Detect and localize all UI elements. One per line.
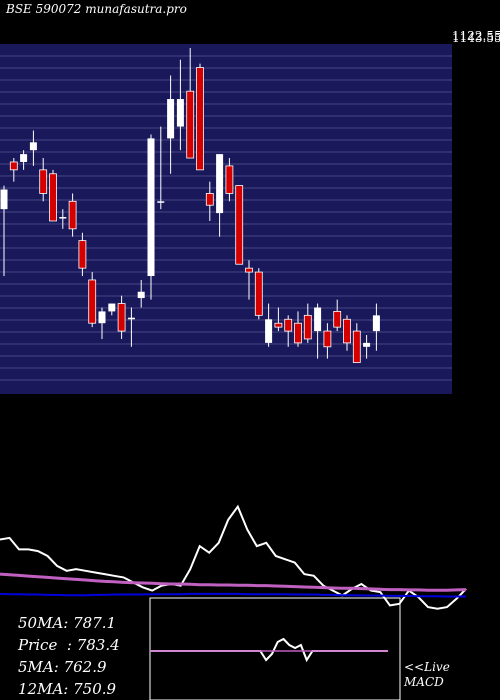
- macd-label: <<Live MACD: [404, 660, 450, 690]
- candle-body: [333, 311, 342, 328]
- candle-body: [205, 193, 214, 206]
- candle-body: [343, 318, 351, 344]
- candle-body: [274, 322, 283, 328]
- ticker-label: BSE 590072: [6, 2, 82, 16]
- candle-body: [108, 303, 116, 312]
- candle-body: [117, 303, 126, 332]
- price-axis-overlap-label: 1122.55: [452, 29, 500, 43]
- candle-body: [303, 314, 312, 340]
- macd-box: [149, 597, 401, 700]
- stat-row-5ma: 5MA: 762.9: [18, 658, 107, 676]
- ma-line-fast: [0, 504, 467, 610]
- candle-body: [176, 99, 184, 127]
- price-panel: [0, 44, 452, 394]
- candle-body: [167, 99, 175, 139]
- stat-label: 5MA: [18, 658, 54, 676]
- stat-label: Price: [18, 636, 58, 654]
- candle-body: [20, 154, 28, 162]
- candle-body: [98, 311, 106, 324]
- candle-body: [186, 90, 195, 159]
- candle-body: [147, 138, 155, 277]
- candle-body: [68, 200, 77, 230]
- stat-row-12ma: 12MA: 750.9: [18, 680, 117, 698]
- stat-label: 50MA: [18, 614, 64, 632]
- candle-body: [127, 317, 135, 320]
- macd-title: MACD: [404, 675, 444, 689]
- moving-average-lines: [0, 504, 467, 610]
- stat-label: 12MA: [18, 680, 64, 698]
- stat-value: 750.9: [73, 680, 117, 698]
- candle-body: [235, 185, 244, 265]
- stats-panel: 50MA: 787.1 Price : 783.4 5MA: 762.9 12M…: [18, 612, 120, 700]
- candle-body: [196, 67, 204, 171]
- stat-row-50ma: 50MA: 787.1: [18, 614, 117, 632]
- candle-body: [284, 318, 293, 332]
- macd-live-link[interactable]: <<Live: [404, 660, 450, 674]
- candle-body: [59, 217, 67, 219]
- candle-body: [323, 330, 332, 348]
- candle-body: [372, 315, 380, 332]
- candle-body: [363, 342, 371, 347]
- stat-row-price: Price : 783.4: [18, 636, 120, 654]
- stat-value: 762.9: [63, 658, 107, 676]
- candle-body: [137, 291, 145, 299]
- candle-body: [157, 201, 165, 203]
- ma-line-mid: [0, 572, 467, 592]
- candle-body: [0, 189, 8, 210]
- candle-body: [39, 169, 48, 194]
- macd-line: [150, 637, 388, 663]
- candle-body: [314, 307, 322, 332]
- chart-header: BSE 590072 munafasutra.pro: [6, 2, 187, 16]
- candle-body: [254, 271, 263, 316]
- stat-value: 787.1: [73, 614, 117, 632]
- candle-body: [9, 161, 18, 171]
- stat-value: 783.4: [76, 636, 120, 654]
- candle-body: [88, 279, 97, 324]
- candle-body: [225, 165, 234, 194]
- candle-body: [245, 267, 253, 273]
- candlestick-series: [0, 47, 380, 363]
- candle-body: [49, 173, 57, 222]
- price-axis-top-label: 1143.55: [452, 31, 500, 45]
- candle-body: [352, 330, 361, 363]
- ma-line-slow: [0, 592, 466, 598]
- site-label: munafasutra.pro: [85, 2, 187, 16]
- candle-body: [265, 319, 273, 343]
- macd-lines: [150, 637, 388, 663]
- candle-body: [216, 154, 224, 214]
- candle-body: [29, 142, 37, 151]
- candle-body: [294, 322, 302, 344]
- candle-body: [78, 240, 87, 269]
